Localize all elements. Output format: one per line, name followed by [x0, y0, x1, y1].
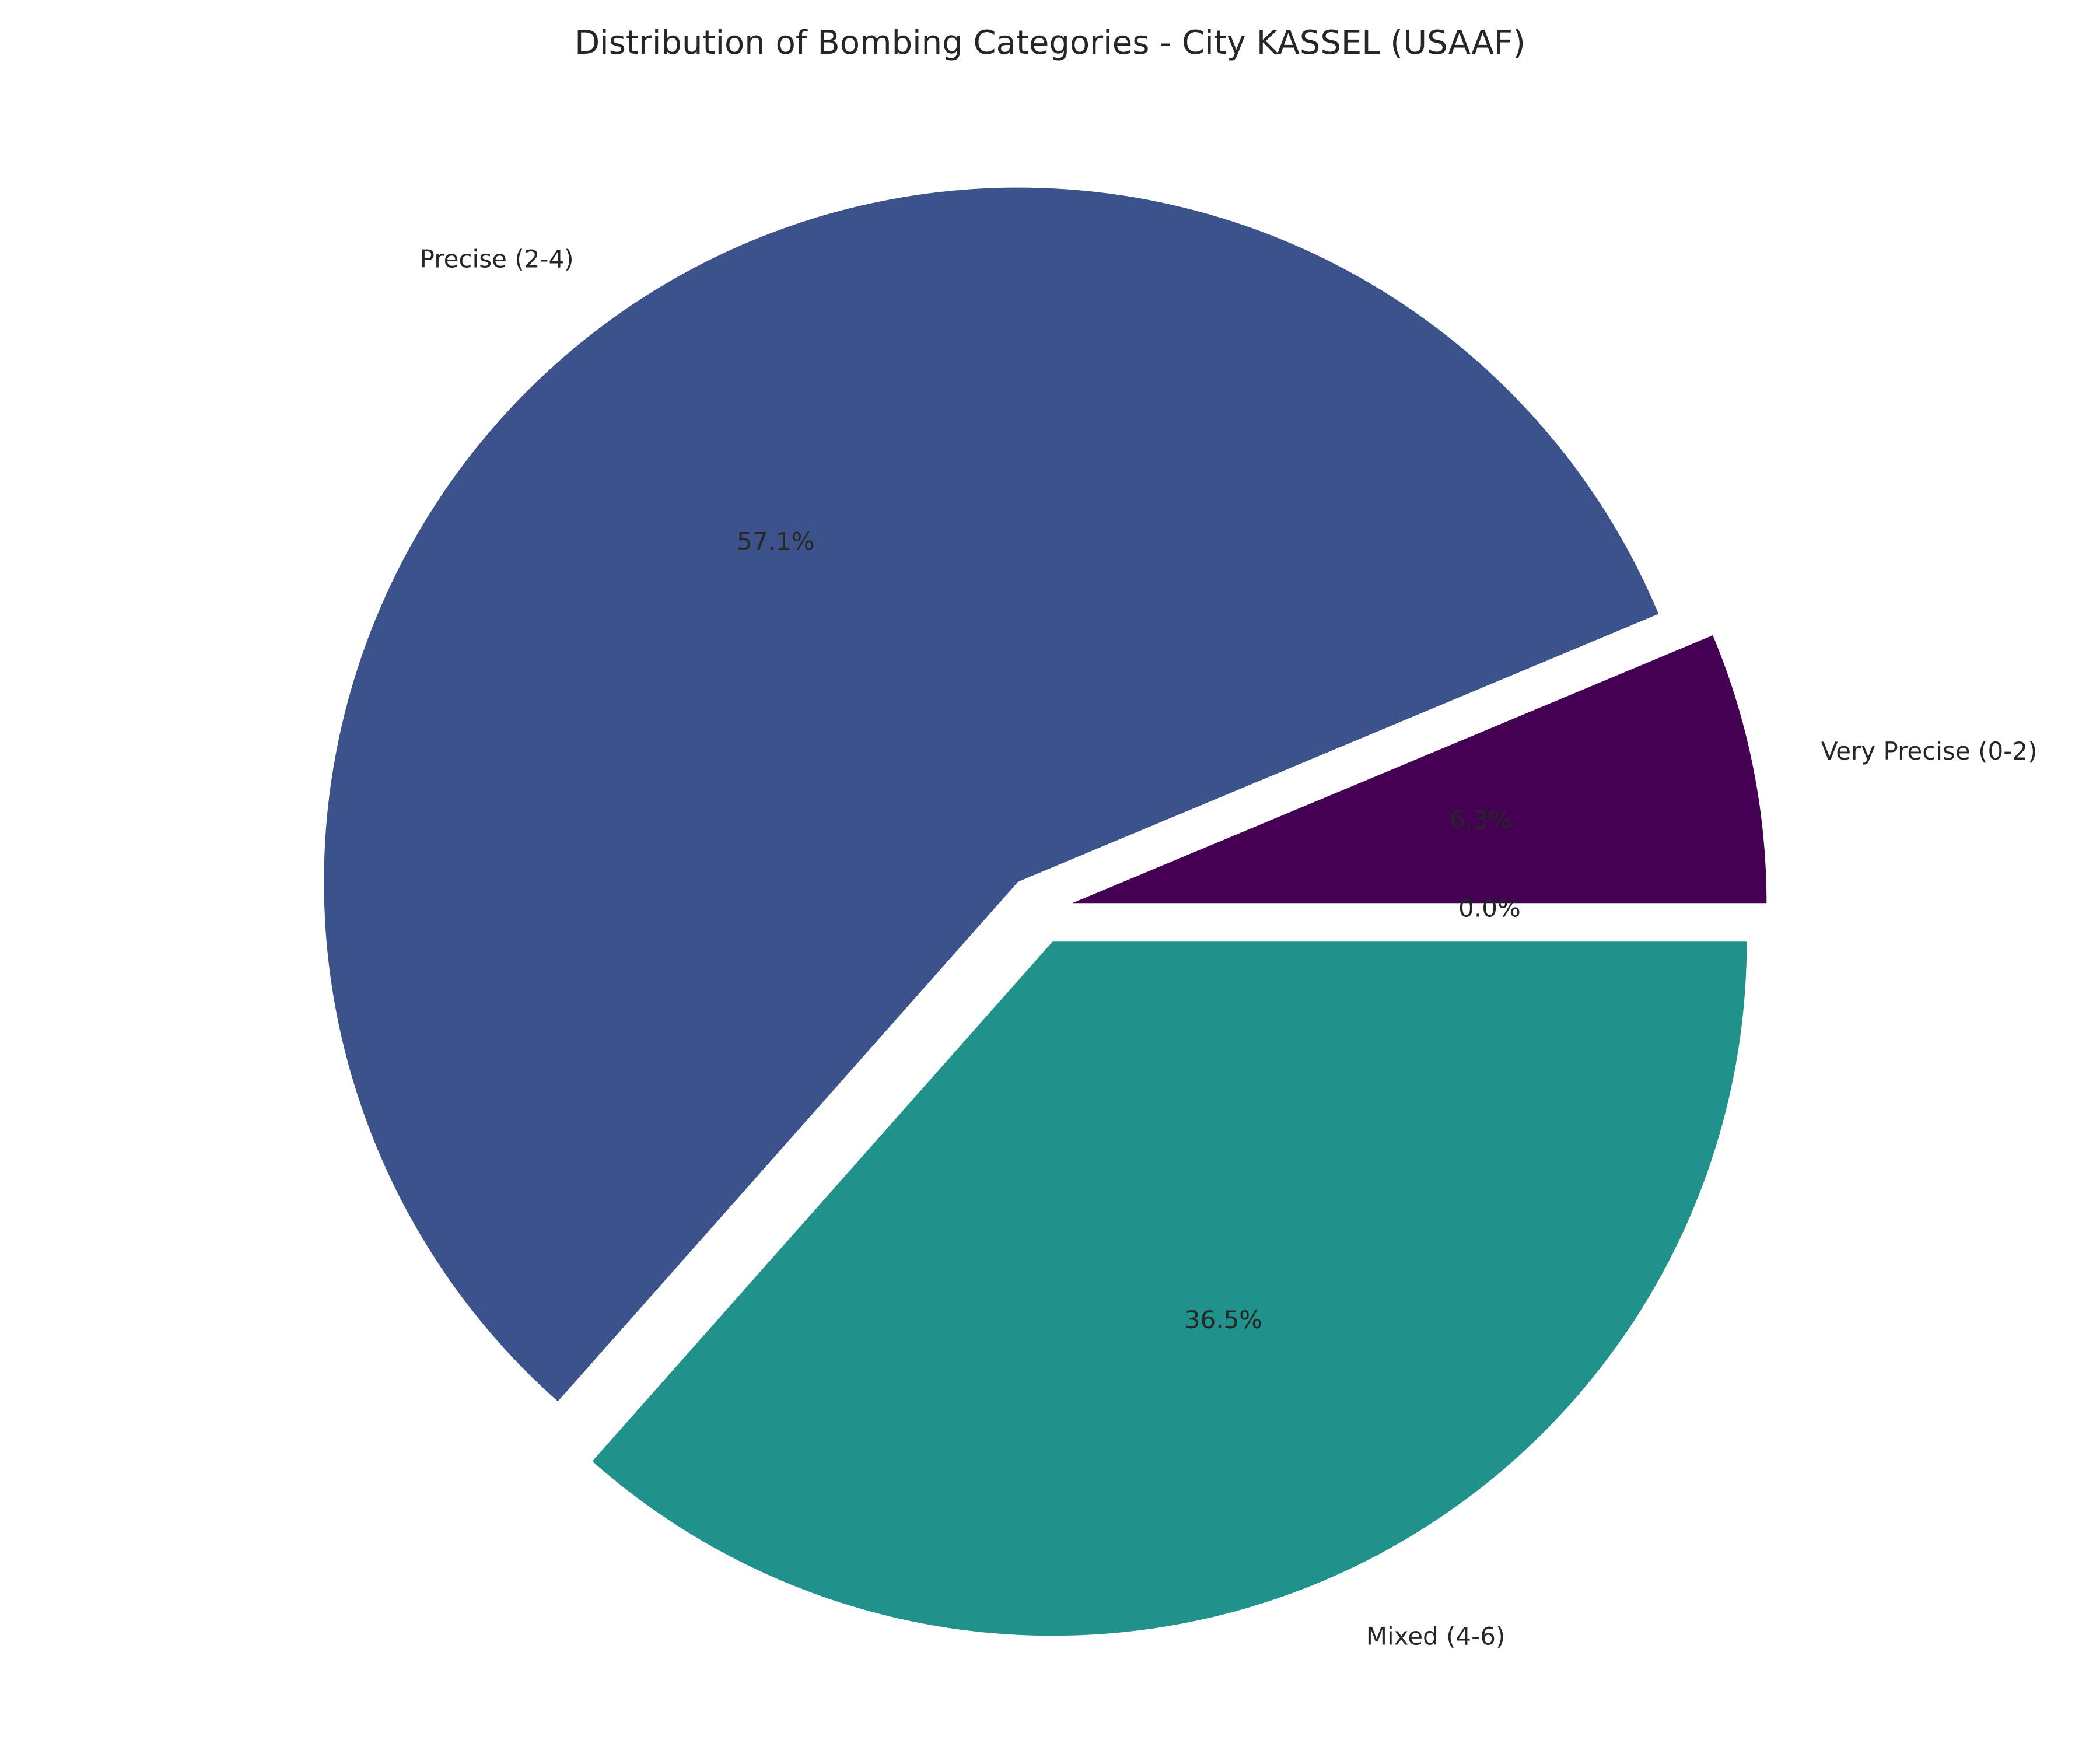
pie-labels: 6.3% Very Precise (0-2) 57.1% Precise (2-4)…	[420, 245, 2038, 1651]
pie-slices	[324, 187, 1767, 1636]
pie-percent-label-1: 57.1%	[737, 527, 814, 555]
pie-category-label-2: Mixed (4-6)	[1366, 1622, 1506, 1650]
pie-category-label-1: Precise (2-4)	[420, 245, 574, 274]
chart-title: Distribution of Bombing Categories - Cit…	[575, 24, 1525, 62]
pie-percent-label-2: 36.5%	[1185, 1306, 1262, 1334]
pie-category-label-0: Very Precise (0-2)	[1821, 737, 2038, 765]
pie-percent-label-3: 0.0%	[1458, 894, 1521, 923]
pie-slice-0	[1072, 635, 1767, 904]
pie-slice-1	[324, 187, 1659, 1402]
pie-percent-label-0: 6.3%	[1450, 805, 1512, 834]
pie-slice-2	[592, 942, 1747, 1636]
